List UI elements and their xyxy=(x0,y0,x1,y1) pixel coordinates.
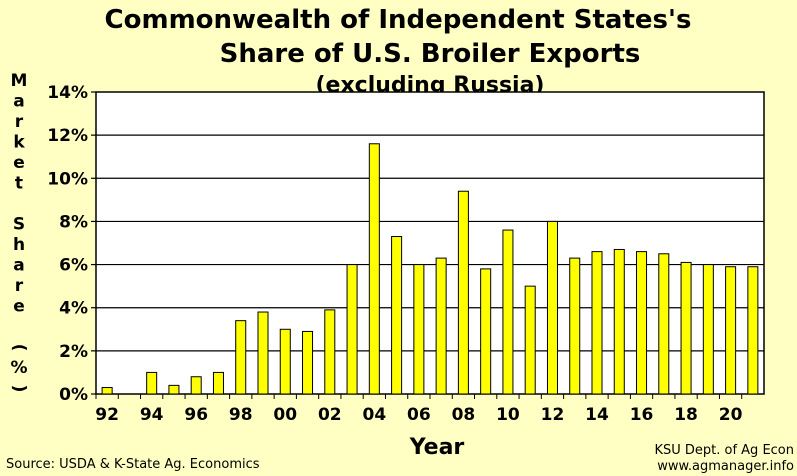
y-axis-label-char: M xyxy=(11,71,28,91)
y-tick-label: 2% xyxy=(59,342,88,362)
bar-02 xyxy=(324,309,336,395)
bar-10 xyxy=(502,229,514,395)
bar-05 xyxy=(391,236,403,395)
bar-20 xyxy=(725,266,737,395)
chart-title-line2: Share of U.S. Broiler Exports xyxy=(220,39,641,69)
bar-06 xyxy=(413,264,425,395)
y-axis-label-char: h xyxy=(13,235,25,255)
y-tick-label: 12% xyxy=(47,126,88,146)
x-tick-label: 94 xyxy=(140,405,164,425)
y-tick-label: 4% xyxy=(59,299,88,319)
bar-13 xyxy=(569,257,581,395)
bar-11 xyxy=(524,285,536,395)
y-tick-label: 8% xyxy=(59,212,88,232)
x-tick-label: 04 xyxy=(362,405,386,425)
y-axis-label-char: S xyxy=(13,215,25,235)
x-tick-label: 12 xyxy=(541,405,565,425)
bar-95 xyxy=(168,384,180,395)
bar-97 xyxy=(212,371,224,395)
x-tick-label: 20 xyxy=(719,405,743,425)
y-tick-label: 14% xyxy=(47,83,88,103)
y-tick-label: 0% xyxy=(59,385,88,405)
bar-04 xyxy=(368,143,380,395)
y-axis-label-char: e xyxy=(13,297,25,317)
x-tick-label: 14 xyxy=(585,405,609,425)
y-axis-label-char: r xyxy=(15,276,24,296)
source-note: Source: USDA & K-State Ag. Economics xyxy=(6,457,260,472)
bar-96 xyxy=(190,376,202,395)
bar-09 xyxy=(480,268,492,395)
bar-99 xyxy=(257,311,269,395)
y-axis-label-char: ) xyxy=(9,385,29,393)
bar-03 xyxy=(346,264,358,395)
y-tick-label: 10% xyxy=(47,169,88,189)
y-axis-label-char: a xyxy=(13,92,24,112)
y-axis-label-char: ( xyxy=(9,344,29,352)
x-tick-label: 18 xyxy=(674,405,698,425)
chart-title: Commonwealth of Independent States's xyxy=(105,5,692,35)
x-tick-label: 16 xyxy=(630,405,654,425)
bar-14 xyxy=(591,251,603,395)
bar-12 xyxy=(546,220,558,395)
x-tick-label: 08 xyxy=(452,405,476,425)
bar-92 xyxy=(101,387,113,395)
y-axis-label-char: k xyxy=(13,133,25,153)
y-axis-label-char: a xyxy=(13,256,24,276)
y-axis-label-char: r xyxy=(15,112,24,132)
bar-00 xyxy=(279,328,291,395)
x-axis-ticks: 92 94 96 98 00 02 04 06 08 10 12 14 16 18 20 xyxy=(95,394,743,425)
x-axis-label: Year xyxy=(409,435,465,460)
bar-07 xyxy=(435,257,447,395)
x-tick-label: 98 xyxy=(229,405,253,425)
bar-94 xyxy=(146,371,158,395)
x-tick-label: 00 xyxy=(273,405,297,425)
bar-19 xyxy=(702,264,714,395)
x-tick-label: 10 xyxy=(496,405,520,425)
bar-18 xyxy=(680,261,692,395)
bar-15 xyxy=(613,248,625,395)
credit-line-2: www.agmanager.info xyxy=(657,459,794,474)
y-tick-label: 6% xyxy=(59,256,88,276)
x-tick-label: 96 xyxy=(184,405,208,425)
credit-line-1: KSU Dept. of Ag Econ xyxy=(654,443,794,458)
bar-17 xyxy=(658,253,670,395)
x-tick-label: 02 xyxy=(318,405,342,425)
plot-area xyxy=(95,91,765,395)
bar-01 xyxy=(302,330,314,395)
x-tick-label: 92 xyxy=(95,405,119,425)
x-tick-label: 06 xyxy=(407,405,431,425)
bars xyxy=(101,143,759,395)
y-axis-ticks: 0% 2% 4% 6% 8% 10% 12% 14% xyxy=(47,83,96,405)
bar-21 xyxy=(747,266,759,395)
gridlines xyxy=(96,134,764,352)
y-axis-label-char: t xyxy=(15,174,23,194)
bar-08 xyxy=(457,190,469,395)
y-axis-label-char: % xyxy=(10,358,27,378)
bar-16 xyxy=(636,251,648,395)
y-axis-label-char: e xyxy=(13,153,25,173)
bar-98 xyxy=(235,320,247,395)
